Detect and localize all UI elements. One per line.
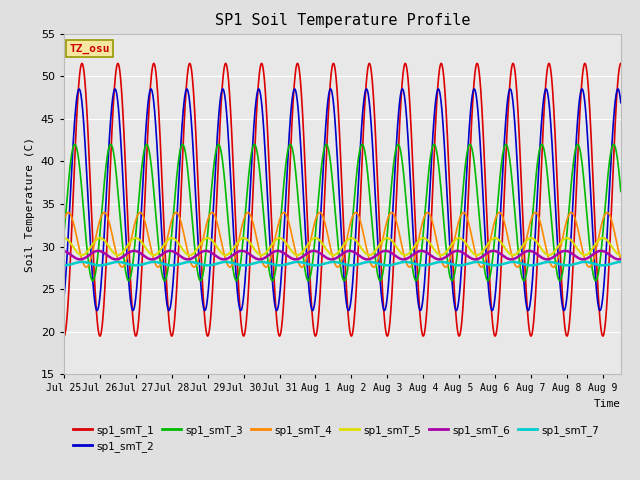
sp1_smT_4 — [617, 257, 625, 263]
sp1_smT_1 — [157, 145, 164, 151]
sp1_smT_5 — [124, 243, 131, 249]
sp1_smT_6 — [124, 251, 131, 256]
sp1_smT_1 — [617, 60, 625, 66]
Line: sp1_smT_4: sp1_smT_4 — [64, 213, 621, 267]
sp1_smT_3 — [124, 276, 131, 282]
sp1_smT_3 — [274, 250, 282, 256]
Line: sp1_smT_5: sp1_smT_5 — [64, 238, 621, 255]
sp1_smT_5 — [617, 252, 625, 258]
Line: sp1_smT_3: sp1_smT_3 — [64, 144, 621, 281]
sp1_smT_4 — [124, 252, 132, 258]
sp1_smT_7 — [546, 259, 554, 265]
sp1_smT_6 — [220, 256, 228, 262]
sp1_smT_7 — [298, 260, 305, 265]
sp1_smT_3 — [617, 189, 625, 194]
sp1_smT_2 — [274, 306, 282, 312]
Line: sp1_smT_1: sp1_smT_1 — [64, 63, 621, 336]
sp1_smT_3 — [157, 263, 164, 269]
sp1_smT_7 — [157, 260, 164, 266]
sp1_smT_3 — [60, 231, 68, 237]
sp1_smT_2 — [60, 294, 68, 300]
sp1_smT_7 — [124, 261, 131, 267]
sp1_smT_4 — [606, 214, 614, 219]
sp1_smT_5 — [274, 236, 282, 241]
sp1_smT_6 — [617, 256, 625, 262]
sp1_smT_4 — [83, 264, 90, 270]
sp1_smT_7 — [60, 263, 68, 268]
sp1_smT_5 — [298, 250, 305, 256]
sp1_smT_4 — [546, 260, 554, 266]
sp1_smT_5 — [60, 235, 68, 241]
sp1_smT_1 — [274, 325, 282, 331]
sp1_smT_2 — [578, 86, 586, 92]
sp1_smT_5 — [606, 241, 614, 247]
X-axis label: Time: Time — [594, 399, 621, 409]
Legend: sp1_smT_1, sp1_smT_2, sp1_smT_3, sp1_smT_4, sp1_smT_5, sp1_smT_6, sp1_smT_7: sp1_smT_1, sp1_smT_2, sp1_smT_3, sp1_smT… — [69, 420, 604, 456]
sp1_smT_7 — [606, 261, 614, 267]
sp1_smT_7 — [617, 259, 625, 265]
sp1_smT_5 — [546, 252, 554, 258]
Line: sp1_smT_6: sp1_smT_6 — [64, 251, 621, 259]
sp1_smT_1 — [606, 243, 614, 249]
sp1_smT_1 — [546, 62, 554, 68]
sp1_smT_2 — [93, 308, 101, 313]
sp1_smT_6 — [298, 254, 306, 260]
Line: sp1_smT_2: sp1_smT_2 — [64, 89, 621, 311]
sp1_smT_4 — [60, 217, 68, 223]
sp1_smT_6 — [561, 248, 569, 254]
sp1_smT_1 — [298, 95, 305, 101]
sp1_smT_4 — [274, 224, 282, 230]
sp1_smT_2 — [124, 264, 132, 269]
sp1_smT_1 — [124, 212, 131, 217]
sp1_smT_6 — [60, 248, 68, 254]
sp1_smT_6 — [157, 252, 164, 258]
sp1_smT_6 — [274, 248, 282, 254]
sp1_smT_6 — [606, 252, 614, 258]
sp1_smT_4 — [157, 262, 164, 267]
sp1_smT_2 — [606, 172, 614, 178]
sp1_smT_3 — [298, 239, 306, 245]
Line: sp1_smT_7: sp1_smT_7 — [64, 262, 621, 265]
sp1_smT_3 — [143, 142, 150, 147]
sp1_smT_2 — [617, 100, 625, 106]
Title: SP1 Soil Temperature Profile: SP1 Soil Temperature Profile — [214, 13, 470, 28]
sp1_smT_7 — [274, 263, 282, 268]
sp1_smT_5 — [157, 247, 164, 253]
sp1_smT_2 — [157, 213, 164, 218]
sp1_smT_2 — [546, 112, 554, 118]
Text: TZ_osu: TZ_osu — [70, 44, 110, 54]
sp1_smT_3 — [546, 202, 554, 207]
sp1_smT_4 — [568, 210, 575, 216]
sp1_smT_1 — [60, 333, 68, 339]
sp1_smT_3 — [556, 278, 564, 284]
sp1_smT_6 — [546, 256, 554, 262]
Y-axis label: Soil Temperature (C): Soil Temperature (C) — [26, 136, 35, 272]
sp1_smT_4 — [298, 264, 306, 270]
sp1_smT_3 — [606, 153, 614, 159]
sp1_smT_2 — [298, 163, 306, 169]
